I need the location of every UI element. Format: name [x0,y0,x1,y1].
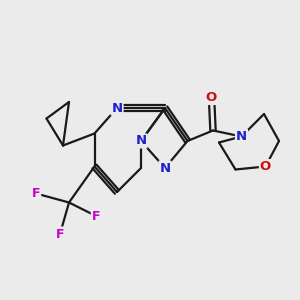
Text: F: F [32,187,40,200]
Text: F: F [92,209,100,223]
Text: O: O [206,91,217,104]
Text: N: N [236,130,247,143]
Text: F: F [56,227,64,241]
Text: N: N [111,101,123,115]
Text: N: N [135,134,147,148]
Text: N: N [159,161,171,175]
Text: O: O [260,160,271,173]
